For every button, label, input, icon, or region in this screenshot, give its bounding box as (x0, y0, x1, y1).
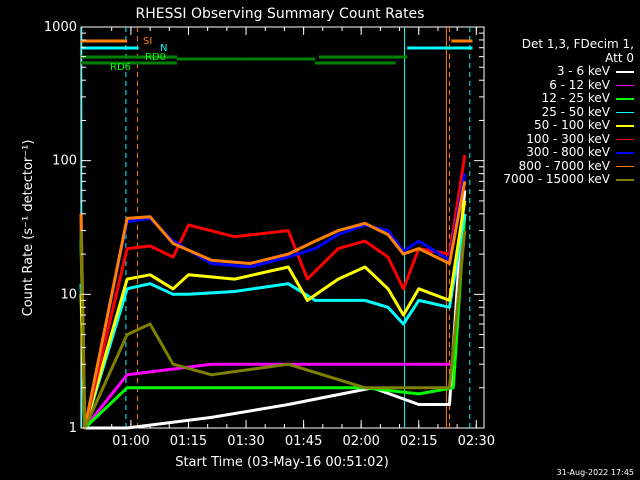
legend-entry-label: 800 - 7000 keV (518, 158, 610, 173)
legend-entry-label: 12 - 25 keV (541, 91, 610, 105)
legend-swatch (616, 165, 634, 167)
legend-header-line-2: Att 0 (605, 50, 634, 65)
legend-entry: 6 - 12 keV (484, 77, 634, 93)
x-tick-label: 02:15 (400, 434, 437, 449)
flag-label: N (160, 43, 167, 54)
legend-entry: 3 - 6 keV (484, 64, 634, 79)
y-tick-label: 10 (60, 287, 77, 302)
flag-label: RD0 (145, 52, 166, 63)
legend-entry: 7000 - 15000 keV (484, 172, 634, 187)
timestamp-footer: 31-Aug-2022 17:45 (556, 468, 634, 477)
plot-area-frame (80, 26, 485, 429)
legend-swatch (616, 111, 634, 113)
legend-swatch (616, 138, 634, 140)
event-markers (81, 27, 471, 428)
legend-entry-label: 100 - 300 keV (526, 131, 610, 146)
legend-entry: 800 - 7000 keV (484, 158, 634, 174)
legend-entry-label: 25 - 50 keV (541, 104, 610, 119)
y-tick-label: 1000 (44, 20, 77, 35)
y-axis-label: Count Rate (s⁻¹ detector⁻¹) (21, 140, 36, 317)
legend: Det 1,3, FDecim 1, Att 0 3 - 6 keV 6 - 12… (484, 37, 634, 187)
x-tick-label: 01:15 (170, 434, 207, 449)
legend-entry: 25 - 50 keV (484, 104, 634, 120)
legend-entry-label: 50 - 100 keV (533, 118, 610, 132)
series-lines (79, 154, 467, 430)
legend-entry: 300 - 800 keV (484, 145, 634, 160)
series-line (79, 181, 467, 430)
y-tick-label: 100 (52, 154, 77, 169)
legend-rows: 3 - 6 keV 6 - 12 keV 12 - 25 keV 25 - 50 ke… (484, 64, 634, 187)
legend-swatch (616, 152, 634, 154)
legend-header-line-1: Det 1,3, FDecim 1, (521, 37, 634, 51)
legend-swatch (616, 179, 634, 181)
legend-swatch (616, 84, 634, 86)
legend-entry-label: 7000 - 15000 keV (503, 172, 610, 186)
series-line (79, 230, 467, 430)
legend-swatch (616, 125, 634, 127)
legend-entry-label: 3 - 6 keV (556, 64, 610, 78)
x-tick-label: 01:45 (285, 434, 322, 449)
y-tick-label: 1 (69, 421, 77, 436)
legend-entry: 50 - 100 keV (484, 118, 634, 133)
legend-entry: 12 - 25 keV (484, 91, 634, 106)
x-tick-label: 02:30 (458, 434, 495, 449)
chart-title: RHESSI Observing Summary Count Rates (136, 6, 425, 22)
x-tick-label: 01:00 (112, 434, 149, 449)
legend-swatch (616, 98, 634, 100)
series-line (79, 200, 467, 430)
flag-label: RD6 (110, 62, 131, 73)
series-line (79, 213, 467, 430)
series-line (79, 173, 467, 430)
legend-swatch (616, 71, 634, 73)
x-tick-label: 01:30 (227, 434, 264, 449)
y-axis-ticks: 1 10 100 1000 (44, 20, 484, 436)
legend-entry: 100 - 300 keV (484, 131, 634, 147)
x-axis-label: Start Time (03-May-16 00:51:02) (175, 455, 389, 470)
x-tick-label: 02:00 (342, 434, 379, 449)
legend-entry-label: 300 - 800 keV (526, 145, 610, 159)
legend-entry-label: 6 - 12 keV (549, 77, 610, 92)
flag-label: SI (143, 36, 152, 47)
x-axis-ticks: 01:00 01:15 01:30 01:45 02:00 02:15 02:30 (111, 27, 495, 449)
